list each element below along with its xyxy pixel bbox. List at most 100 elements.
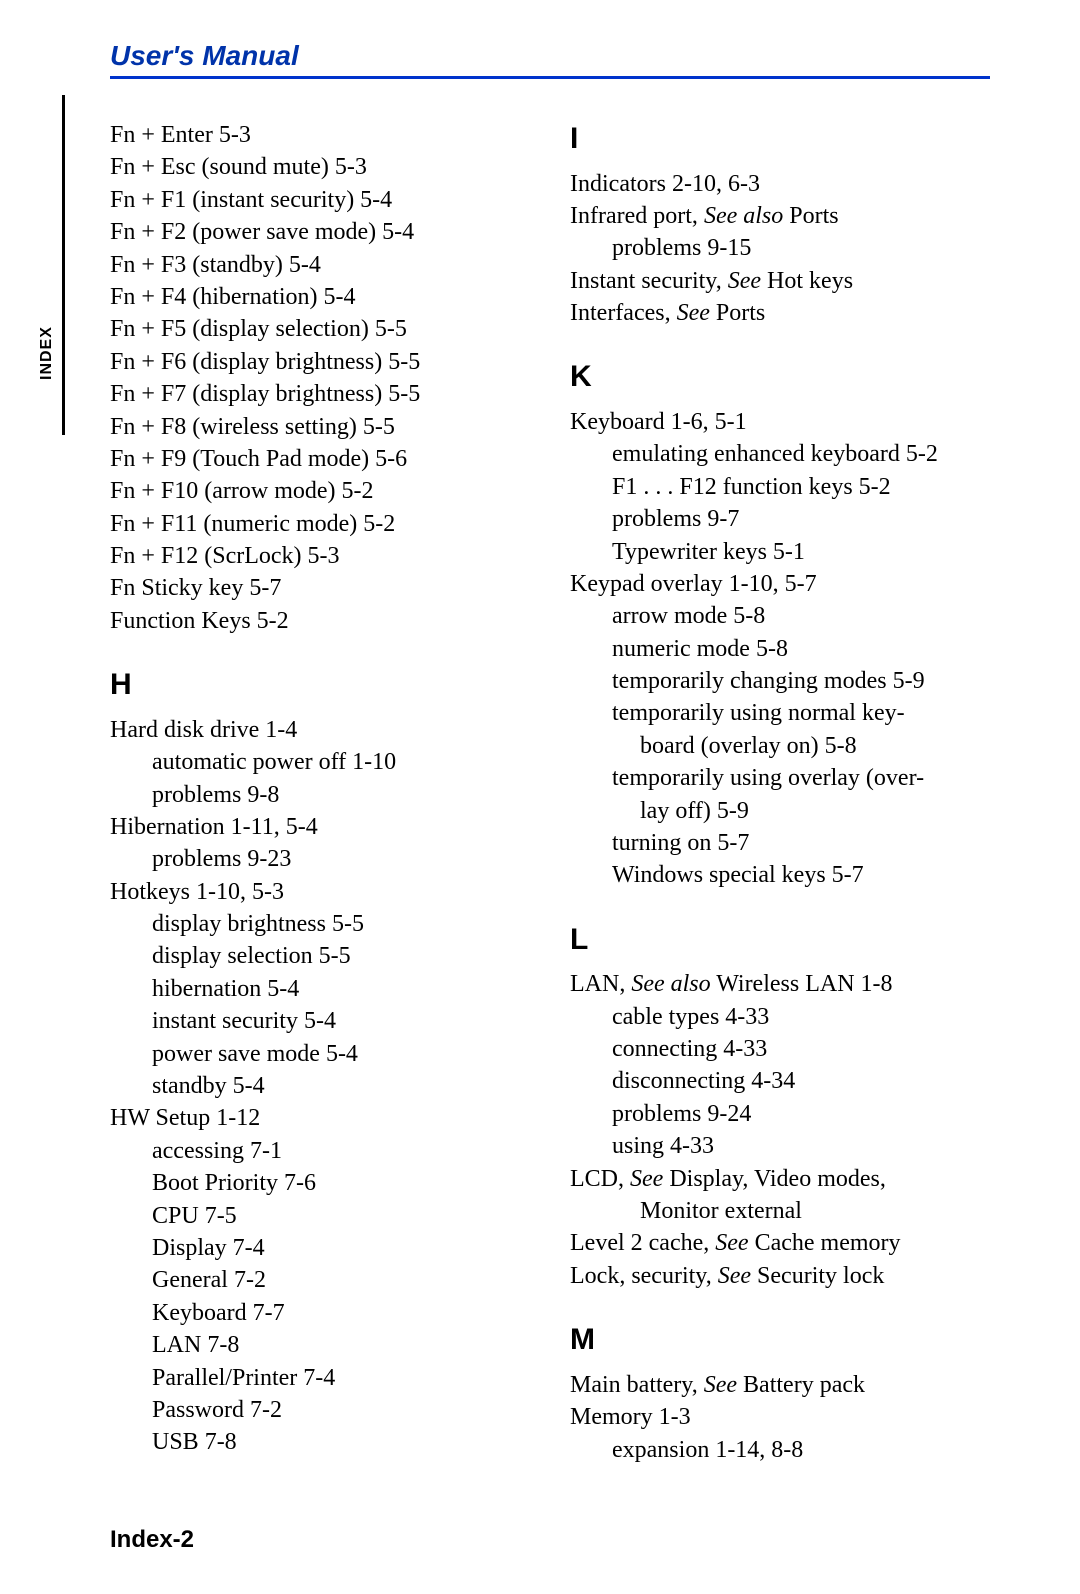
index-subentry: problems 9-23	[110, 843, 530, 875]
text: Instant security,	[570, 268, 728, 294]
page-number: Index-2	[110, 1526, 990, 1554]
index-entry: Interfaces, See Ports	[570, 297, 990, 329]
page-header: User's Manual	[110, 40, 990, 79]
index-entry: Keypad overlay 1-10, 5-7	[570, 568, 990, 600]
index-entry: HW Setup 1-12	[110, 1102, 530, 1134]
index-subentry: problems 9-24	[570, 1098, 990, 1130]
index-entry: Instant security, See Hot keys	[570, 265, 990, 297]
index-letter-l: L	[570, 920, 990, 961]
index-subentry: cable types 4-33	[570, 1001, 990, 1033]
index-subentry: expansion 1-14, 8-8	[570, 1434, 990, 1466]
text: Hot keys	[761, 268, 853, 294]
index-letter-i: I	[570, 119, 990, 160]
index-subentry: accessing 7-1	[110, 1135, 530, 1167]
index-subentry: CPU 7-5	[110, 1200, 530, 1232]
text: Cache memory	[749, 1230, 901, 1256]
index-entry: Function Keys 5-2	[110, 605, 530, 637]
index-entry: Fn + Esc (sound mute) 5-3	[110, 151, 530, 183]
text: Level 2 cache,	[570, 1230, 715, 1256]
see-ref: See	[630, 1166, 663, 1192]
index-entry: Memory 1-3	[570, 1401, 990, 1433]
index-entry: Fn + F2 (power save mode) 5-4	[110, 216, 530, 248]
index-subentry: display brightness 5-5	[110, 908, 530, 940]
index-subentry: standby 5-4	[110, 1070, 530, 1102]
text: Ports	[783, 203, 838, 229]
index-entry: LCD, See Display, Video modes,	[570, 1163, 990, 1195]
index-subentry: emulating enhanced keyboard 5-2	[570, 438, 990, 470]
index-entry: Fn + F10 (arrow mode) 5-2	[110, 475, 530, 507]
see-ref: See also	[631, 971, 710, 997]
index-entry: Indicators 2-10, 6-3	[570, 168, 990, 200]
index-subentry: General 7-2	[110, 1264, 530, 1296]
text: Lock, security,	[570, 1263, 718, 1289]
index-subentry: power save mode 5-4	[110, 1038, 530, 1070]
see-ref: See also	[704, 203, 783, 229]
index-entry: Fn + F8 (wireless setting) 5-5	[110, 411, 530, 443]
index-letter-m: M	[570, 1320, 990, 1361]
page: User's Manual INDEX Fn + Enter 5-3 Fn + …	[0, 0, 1080, 1594]
index-subentry: problems 9-8	[110, 779, 530, 811]
text: Battery pack	[737, 1372, 865, 1398]
index-entry-cont: Monitor external	[570, 1195, 990, 1227]
text: Display, Video modes,	[663, 1166, 886, 1192]
index-subentry: USB 7-8	[110, 1426, 530, 1458]
index-subentry: F1 . . . F12 function keys 5-2	[570, 471, 990, 503]
index-subentry-cont: board (overlay on) 5-8	[570, 730, 990, 762]
index-entry: Level 2 cache, See Cache memory	[570, 1227, 990, 1259]
index-entry: Main battery, See Battery pack	[570, 1369, 990, 1401]
index-subentry-cont: lay off) 5-9	[570, 795, 990, 827]
text: LCD,	[570, 1166, 630, 1192]
index-subentry: LAN 7-8	[110, 1329, 530, 1361]
index-subentry: Password 7-2	[110, 1394, 530, 1426]
index-subentry: arrow mode 5-8	[570, 600, 990, 632]
index-subentry: numeric mode 5-8	[570, 633, 990, 665]
text: Wireless LAN 1-8	[711, 971, 893, 997]
index-columns: Fn + Enter 5-3 Fn + Esc (sound mute) 5-3…	[110, 119, 990, 1466]
text: Interfaces,	[570, 300, 677, 326]
index-subentry: Typewriter keys 5-1	[570, 536, 990, 568]
index-subentry: Boot Priority 7-6	[110, 1167, 530, 1199]
index-subentry: hibernation 5-4	[110, 973, 530, 1005]
index-subentry: Display 7-4	[110, 1232, 530, 1264]
see-ref: See	[718, 1263, 751, 1289]
index-entry: Fn + F4 (hibernation) 5-4	[110, 281, 530, 313]
text: Security lock	[751, 1263, 884, 1289]
index-tab-label: INDEX	[38, 326, 56, 380]
see-ref: See	[677, 300, 710, 326]
index-subentry: problems 9-15	[570, 232, 990, 264]
index-subentry: instant security 5-4	[110, 1005, 530, 1037]
index-entry: Hotkeys 1-10, 5-3	[110, 876, 530, 908]
text: Main battery,	[570, 1372, 704, 1398]
index-entry: Fn + F9 (Touch Pad mode) 5-6	[110, 443, 530, 475]
left-column: Fn + Enter 5-3 Fn + Esc (sound mute) 5-3…	[110, 119, 530, 1466]
index-entry: Infrared port, See also Ports	[570, 200, 990, 232]
index-subentry: connecting 4-33	[570, 1033, 990, 1065]
text: LAN,	[570, 971, 631, 997]
index-subentry: disconnecting 4-34	[570, 1065, 990, 1097]
text: Ports	[710, 300, 765, 326]
see-ref: See	[715, 1230, 748, 1256]
see-ref: See	[704, 1372, 737, 1398]
index-entry: Fn Sticky key 5-7	[110, 572, 530, 604]
index-entry: Fn + F5 (display selection) 5-5	[110, 313, 530, 345]
index-entry: Fn + F1 (instant security) 5-4	[110, 184, 530, 216]
index-subentry: problems 9-7	[570, 503, 990, 535]
right-column: I Indicators 2-10, 6-3 Infrared port, Se…	[570, 119, 990, 1466]
index-entry: Hard disk drive 1-4	[110, 714, 530, 746]
index-subentry: display selection 5-5	[110, 940, 530, 972]
index-entry: Fn + F11 (numeric mode) 5-2	[110, 508, 530, 540]
index-subentry: Parallel/Printer 7-4	[110, 1362, 530, 1394]
index-entry: Fn + Enter 5-3	[110, 119, 530, 151]
index-subentry: automatic power off 1-10	[110, 746, 530, 778]
index-subentry: temporarily changing modes 5-9	[570, 665, 990, 697]
see-ref: See	[728, 268, 761, 294]
tab-divider	[62, 95, 65, 435]
text: Infrared port,	[570, 203, 704, 229]
index-subentry: Keyboard 7-7	[110, 1297, 530, 1329]
index-entry: Fn + F6 (display brightness) 5-5	[110, 346, 530, 378]
index-entry: Fn + F7 (display brightness) 5-5	[110, 378, 530, 410]
index-subentry: turning on 5-7	[570, 827, 990, 859]
index-subentry: using 4-33	[570, 1130, 990, 1162]
index-entry: Lock, security, See Security lock	[570, 1260, 990, 1292]
index-subentry: Windows special keys 5-7	[570, 859, 990, 891]
